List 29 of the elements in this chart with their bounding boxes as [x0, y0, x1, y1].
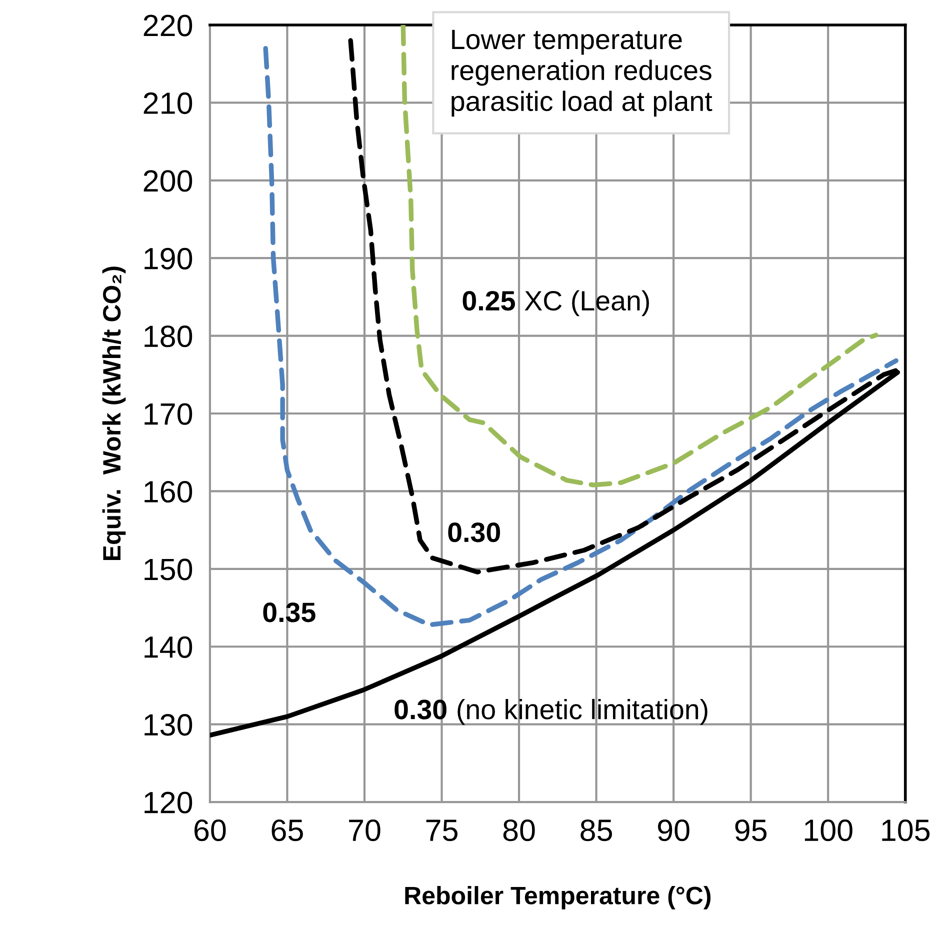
y-axis-title: Equiv. Work (kWh/t CO₂) [102, 266, 126, 560]
y-tick-label: 140 [144, 636, 192, 658]
y-tick-label: 220 [144, 14, 192, 36]
y-tick-label: 120 [144, 792, 192, 814]
y-tick-label: 210 [144, 92, 192, 114]
x-tick-label: 85 [580, 819, 612, 842]
series-label: 0.30 [448, 522, 500, 542]
series-label: 0.35 [263, 602, 316, 622]
y-tick-label: 150 [144, 558, 192, 580]
x-tick-label: 65 [272, 819, 303, 842]
series-label: 0.25 XC (Lean) [462, 290, 649, 316]
y-tick-label: 160 [144, 480, 192, 503]
line-series [400, 24, 878, 488]
x-tick-label: 95 [735, 819, 767, 842]
y-tick-label: 180 [144, 326, 192, 348]
x-tick-label: 105 [882, 819, 930, 842]
x-tick-label: 75 [426, 820, 458, 842]
x-tick-label: 90 [658, 819, 690, 842]
x-axis-title: Reboiler Temperature (°C) [405, 886, 711, 910]
y-tick-label: 190 [144, 248, 192, 270]
x-tick-label: 100 [804, 819, 852, 842]
y-tick-label: 130 [144, 714, 192, 736]
y-tick-label: 170 [144, 403, 192, 425]
y-tick-label: 200 [144, 170, 192, 192]
x-tick-label: 70 [349, 819, 380, 842]
series-label: 0.30 (no kinetic limitation) [394, 698, 708, 725]
annotation: Lower temperature regeneration reduces parasitic load at plant [452, 30, 712, 117]
x-tick-label: 80 [503, 819, 535, 842]
x-tick-label: 60 [194, 819, 226, 842]
